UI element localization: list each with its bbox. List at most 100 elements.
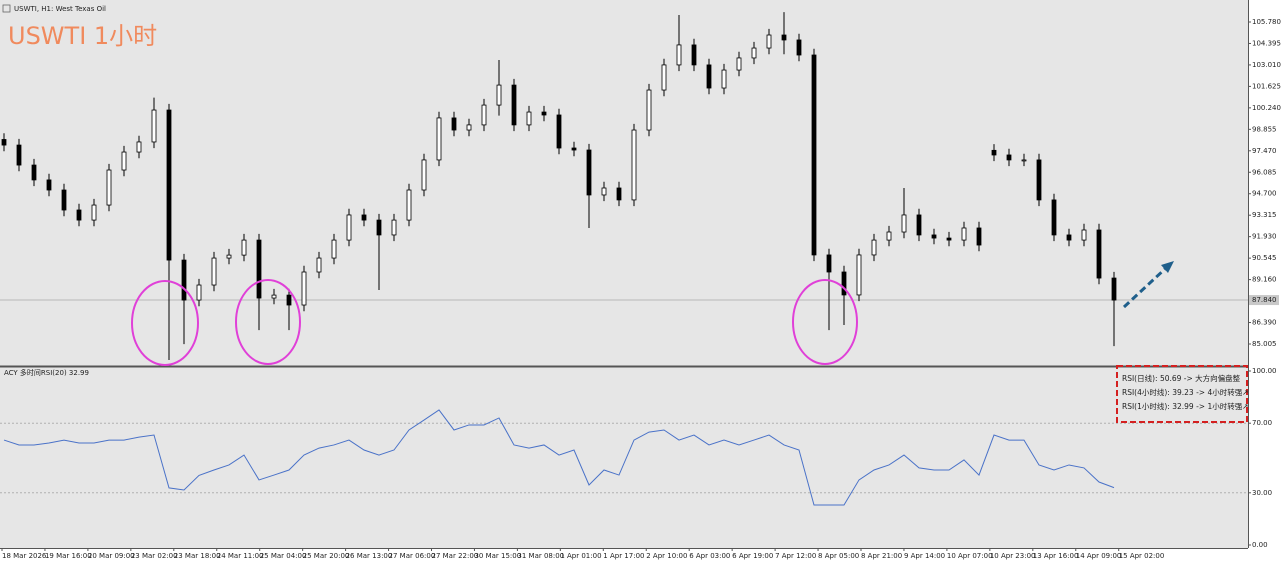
highlight-circle xyxy=(792,279,858,365)
candle-body xyxy=(841,271,847,296)
header-icon xyxy=(2,4,11,13)
x-tick-label: 25 Mar 20:00 xyxy=(303,552,350,560)
candle-body xyxy=(256,239,262,299)
candle-body xyxy=(961,227,967,241)
chart-title: USWTI 1小时 xyxy=(8,22,157,50)
candle-body xyxy=(136,141,142,153)
candle-body xyxy=(241,239,247,256)
x-tick-label: 20 Mar 09:00 xyxy=(88,552,135,560)
candle-body xyxy=(1081,229,1087,241)
x-tick-label: 6 Apr 19:00 xyxy=(732,552,773,560)
candle-body xyxy=(511,84,517,126)
x-tick-label: 15 Apr 02:00 xyxy=(1119,552,1165,560)
candle-body xyxy=(646,89,652,131)
highlight-circle xyxy=(131,280,199,366)
candle-body xyxy=(166,109,172,261)
candle-body xyxy=(766,34,772,49)
trend-arrow-head xyxy=(1161,261,1174,273)
candle-body xyxy=(661,64,667,91)
candle-body xyxy=(361,214,367,221)
candle-body xyxy=(901,214,907,233)
x-tick-label: 1 Apr 01:00 xyxy=(560,552,601,560)
x-tick-label: 6 Apr 03:00 xyxy=(689,552,730,560)
y-tick-label: 89.160 xyxy=(1252,276,1277,284)
candle-body xyxy=(211,257,217,286)
x-tick-label: 27 Mar 06:00 xyxy=(389,552,436,560)
candle-body xyxy=(631,129,637,201)
candle-body xyxy=(46,179,52,191)
x-tick-label: 19 Mar 16:00 xyxy=(45,552,92,560)
candle-body xyxy=(991,149,997,156)
x-tick-label: 25 Mar 04:00 xyxy=(260,552,307,560)
y-tick-label: 0.00 xyxy=(1252,541,1268,549)
highlight-circle xyxy=(235,279,301,365)
y-tick-label: 30.00 xyxy=(1252,489,1272,497)
candle-body xyxy=(1006,154,1012,161)
chart-header: USWTI, H1: West Texas Oil xyxy=(14,5,106,13)
candle-body xyxy=(541,111,547,116)
y-tick-label: 101.625 xyxy=(1252,82,1281,90)
candle-body xyxy=(931,234,937,239)
candle-body xyxy=(616,187,622,201)
candle-body xyxy=(856,254,862,296)
candle-body xyxy=(346,214,352,241)
candle-body xyxy=(751,47,757,59)
candle-body xyxy=(196,284,202,301)
candle-body xyxy=(1,139,7,146)
x-tick-label: 18 Mar 2026 xyxy=(2,552,47,560)
candle-body xyxy=(271,294,277,299)
candle-body xyxy=(181,259,187,301)
candle-body xyxy=(736,57,742,71)
y-tick-label: 70.00 xyxy=(1252,419,1272,427)
candle-body xyxy=(31,164,37,181)
x-tick-label: 9 Apr 14:00 xyxy=(904,552,945,560)
candle-body xyxy=(886,231,892,241)
candle-body xyxy=(586,149,592,196)
current-price-label: 87.840 xyxy=(1252,296,1277,304)
candle-body xyxy=(601,187,607,196)
candle-body xyxy=(316,257,322,273)
candle-body xyxy=(376,219,382,236)
candle-body xyxy=(76,209,82,221)
y-tick-label: 90.545 xyxy=(1252,254,1277,262)
candle-body xyxy=(106,169,112,206)
candle-body xyxy=(1111,277,1117,301)
current-price-box xyxy=(1249,295,1279,306)
y-tick-label: 93.315 xyxy=(1252,211,1277,219)
indicator-name: ACY 多时间RSI(20) xyxy=(4,368,67,377)
candle-body xyxy=(421,159,427,191)
y-tick-label: 94.700 xyxy=(1252,190,1277,198)
annotation: RSI(日线): 50.69 -> 大方向偏盘整 xyxy=(1122,373,1241,383)
annotation: RSI(4小时线): 39.23 -> 4小时转强↗ xyxy=(1122,387,1249,397)
candle-body xyxy=(286,294,292,306)
indicator-value: 32.99 xyxy=(69,369,89,377)
x-tick-label: 2 Apr 10:00 xyxy=(646,552,687,560)
x-tick-label: 14 Apr 09:00 xyxy=(1076,552,1122,560)
y-tick-label: 86.390 xyxy=(1252,319,1277,327)
candle-body xyxy=(481,104,487,126)
candle-body xyxy=(451,117,457,131)
x-tick-label: 10 Apr 07:00 xyxy=(947,552,993,560)
candle-body xyxy=(826,254,832,273)
candle-body xyxy=(871,239,877,256)
candle-body xyxy=(1036,159,1042,201)
x-tick-label: 8 Apr 21:00 xyxy=(861,552,902,560)
candle-body xyxy=(436,117,442,161)
x-tick-label: 23 Mar 02:00 xyxy=(131,552,178,560)
candle-body xyxy=(16,144,22,166)
x-tick-label: 30 Mar 15:00 xyxy=(474,552,521,560)
y-tick-label: 103.010 xyxy=(1252,61,1281,69)
y-tick-label: 91.930 xyxy=(1252,233,1277,241)
annotation: RSI(1小时线): 32.99 -> 1小时转强↗ xyxy=(1122,401,1249,411)
candle-body xyxy=(571,147,577,151)
candle-body xyxy=(496,84,502,106)
y-tick-label: 100.240 xyxy=(1252,104,1281,112)
x-tick-label: 7 Apr 12:00 xyxy=(775,552,816,560)
x-tick-label: 27 Mar 22:00 xyxy=(432,552,479,560)
y-tick-label: 98.855 xyxy=(1252,125,1277,133)
candle-body xyxy=(976,227,982,246)
candle-body xyxy=(61,189,67,211)
candle-body xyxy=(556,114,562,149)
annotation-box xyxy=(1116,365,1248,423)
